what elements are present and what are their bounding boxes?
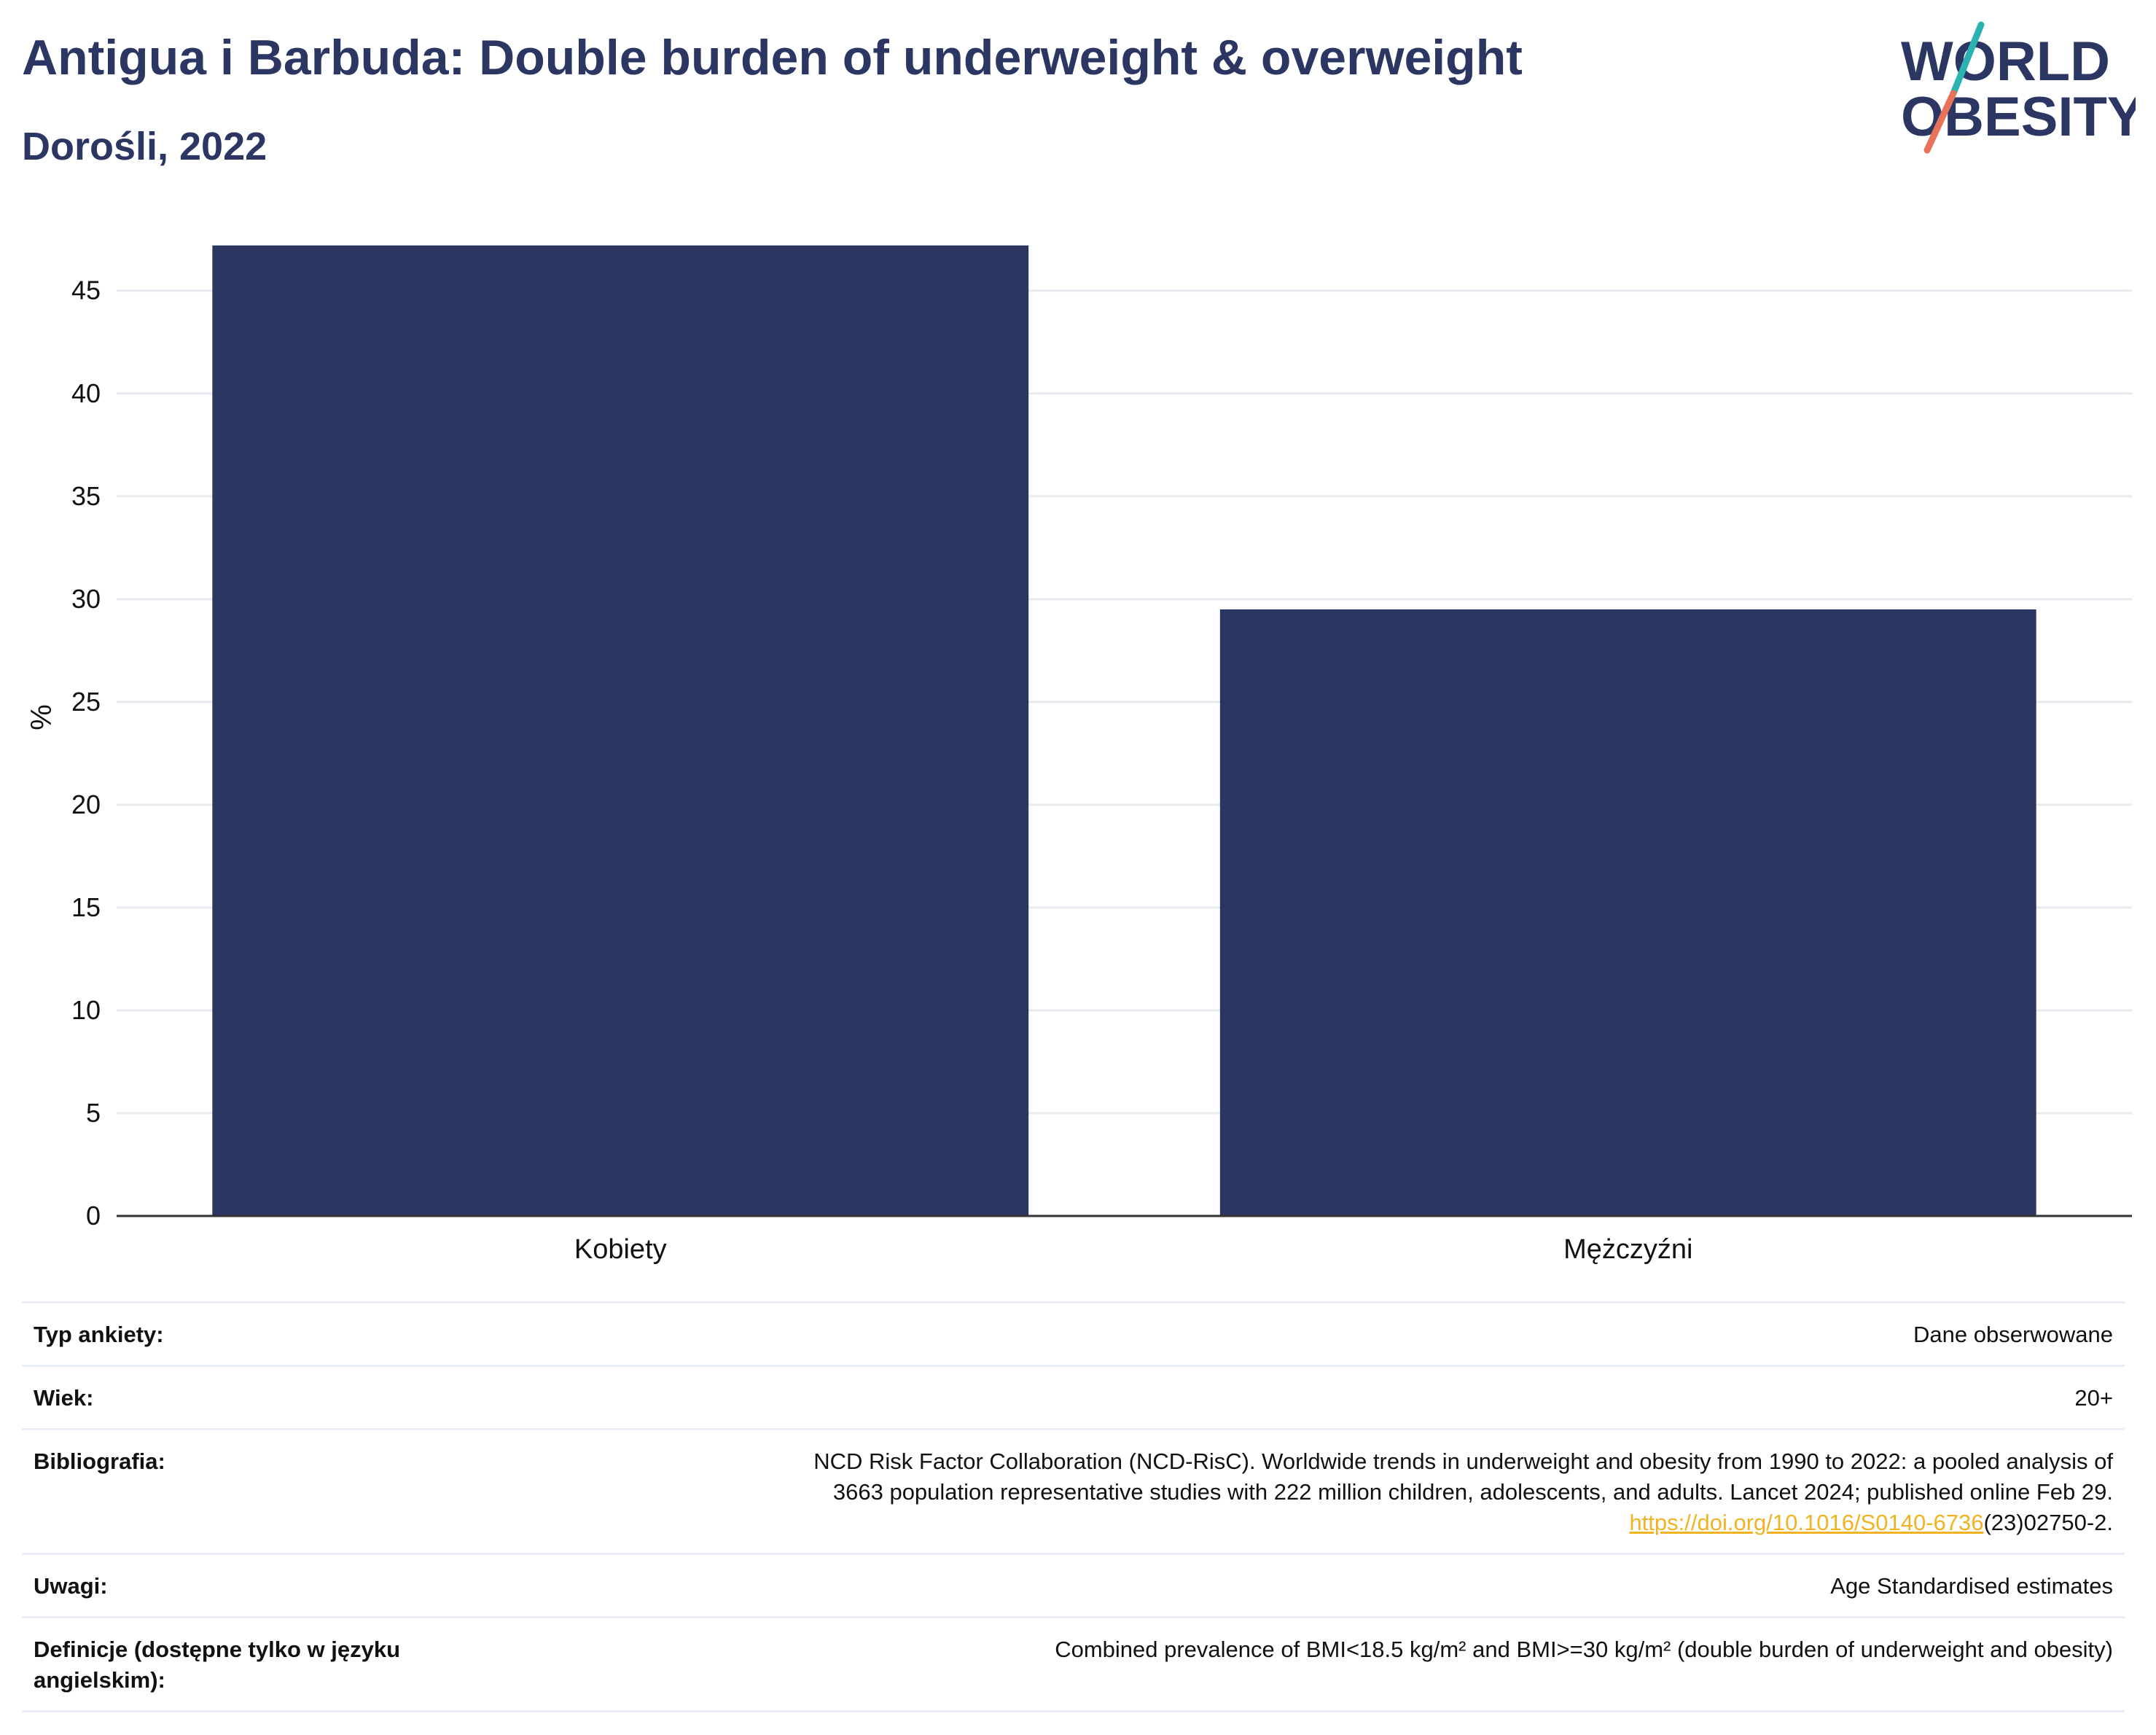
bibliography-line-3: https://doi.org/10.1016/S0140-6736(23)02… (813, 1508, 2113, 1538)
y-tick-label: 10 (71, 995, 101, 1025)
world-obesity-logo: WORLD OBESITY (1901, 21, 2136, 154)
y-tick-label: 15 (71, 892, 101, 922)
logo-line2: OBESITY (1901, 86, 2136, 148)
y-tick-label: 35 (71, 481, 101, 511)
meta-value: 20+ (2074, 1385, 2113, 1411)
meta-row-definitions: Definicje (dostępne tylko w języku angie… (22, 1616, 2125, 1712)
y-tick-label: 0 (86, 1201, 101, 1231)
meta-label: Definicje (dostępne tylko w języku angie… (34, 1637, 401, 1693)
metadata-table: Typ ankiety: Dane obserwowane Wiek: 20+ … (22, 1301, 2125, 1712)
meta-label: Bibliografia: (34, 1449, 165, 1474)
y-tick-label: 20 (71, 789, 101, 819)
meta-row-bibliography: Bibliografia: NCD Risk Factor Collaborat… (22, 1428, 2125, 1553)
meta-value-bibliography: NCD Risk Factor Collaboration (NCD-RisC)… (813, 1446, 2113, 1538)
x-tick-label: Kobiety (574, 1234, 667, 1265)
y-axis-label: % (26, 704, 58, 730)
x-tick-label: Mężczyźni (1563, 1234, 1692, 1265)
meta-label: Wiek: (34, 1385, 94, 1411)
logo-slash-coral (1923, 90, 1957, 154)
logo-line1: WORLD (1901, 31, 2110, 93)
y-tick-label: 40 (71, 378, 101, 408)
y-tick-label: 5 (86, 1098, 101, 1128)
page-subtitle: Dorośli, 2022 (22, 125, 267, 168)
meta-value: Age Standardised estimates (1830, 1573, 2113, 1599)
meta-value: Combined prevalence of BMI<18.5 kg/m² an… (1055, 1637, 2113, 1662)
doi-suffix: (23)02750-2. (1983, 1510, 2113, 1535)
page-title: Antigua i Barbuda: Double burden of unde… (22, 30, 1523, 85)
meta-label: Uwagi: (34, 1573, 108, 1599)
y-tick-label: 25 (71, 687, 101, 717)
meta-row-survey-type: Typ ankiety: Dane obserwowane (22, 1301, 2125, 1365)
meta-row-notes: Uwagi: Age Standardised estimates (22, 1553, 2125, 1616)
bar (212, 245, 1029, 1217)
bibliography-line-1: NCD Risk Factor Collaboration (NCD-RisC)… (813, 1449, 2113, 1474)
chart-svg: 0 5 10 15 20 25 30 35 40 45 Kobiety Mężczyźni% (26, 245, 2132, 1265)
bar-chart: 0 5 10 15 20 25 30 35 40 45 Kobiety Mężczyźni% (0, 190, 2156, 1268)
meta-row-age: Wiek: 20+ (22, 1365, 2125, 1428)
doi-link[interactable]: https://doi.org/10.1016/S0140-6736 (1629, 1510, 1984, 1535)
bibliography-line-2: 3663 population representative studies w… (832, 1479, 2113, 1505)
meta-label: Typ ankiety: (34, 1322, 164, 1347)
bar (1219, 609, 2036, 1216)
logo-slash-teal (1950, 21, 1985, 97)
meta-value: Dane obserwowane (1913, 1322, 2113, 1347)
y-tick-label: 30 (71, 584, 101, 614)
y-tick-label: 45 (71, 276, 101, 305)
